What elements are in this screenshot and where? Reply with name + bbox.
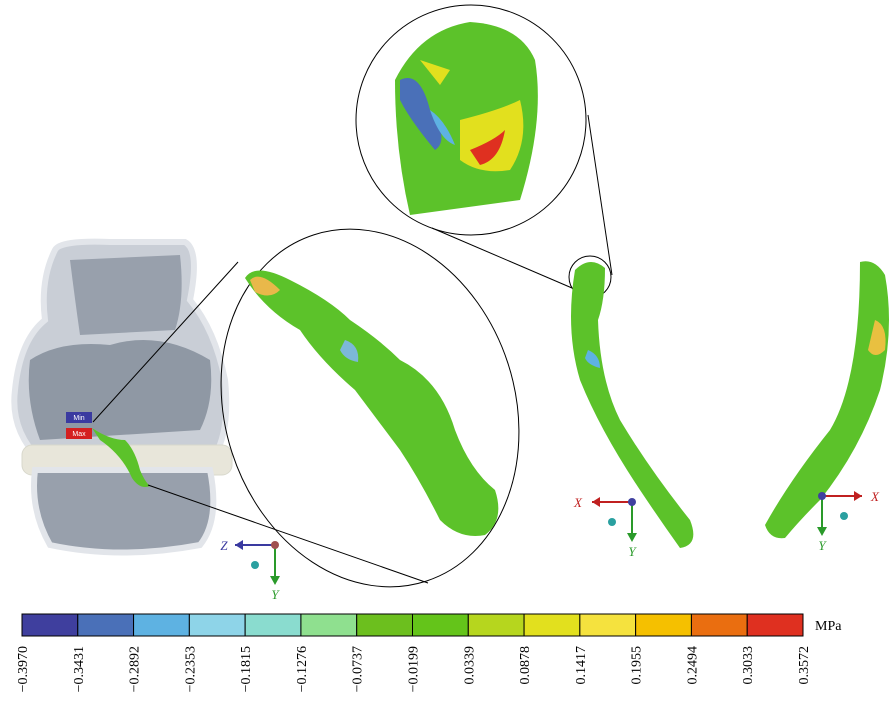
colorbar-tick-label: −0.0199: [407, 646, 422, 692]
axis-label: Y: [818, 538, 827, 553]
color-cell: [300, 613, 358, 637]
colorbar-unit: MPa: [815, 619, 842, 634]
color-cell: [133, 613, 190, 637]
stress-spot: [585, 350, 600, 368]
colorbar-tick-label: −0.1815: [239, 646, 254, 692]
color-cell: [188, 613, 246, 637]
arrow-head: [854, 491, 862, 501]
color-cell: [467, 613, 525, 637]
colorbar-tick-label: −0.1276: [295, 646, 310, 692]
colorbar-tick-label: 0.0878: [518, 646, 533, 685]
colorbar-tick-label: 0.0339: [462, 646, 477, 685]
arrow-head: [235, 540, 243, 550]
colorbar-tick-label: 0.3572: [797, 646, 812, 685]
arrow-head: [627, 533, 637, 542]
axis-label: X: [870, 489, 880, 504]
color-cell: [412, 613, 469, 637]
zoom-outlines: [92, 4, 613, 588]
color-cell: [635, 613, 692, 637]
color-cell: [746, 613, 804, 637]
meniscus-zoom: [245, 270, 499, 536]
meniscus-view-1: [571, 261, 694, 548]
color-cell: [356, 613, 414, 637]
colorbar-tick-label: −0.3970: [16, 646, 31, 692]
axis-label: Y: [628, 544, 637, 559]
origin: [628, 498, 636, 506]
colorbar-tick-label: 0.3033: [741, 646, 756, 685]
ball: [251, 561, 259, 569]
color-cell: [244, 613, 302, 637]
color-cell: [523, 613, 581, 637]
colorbar-tick-label: 0.2494: [685, 646, 700, 685]
ball: [840, 512, 848, 520]
origin: [818, 492, 826, 500]
axis-label: X: [573, 495, 583, 510]
colorbar-tick-label: 0.1417: [574, 646, 589, 685]
colorbar-tick-label: −0.2353: [183, 646, 198, 692]
colorbar-tick-label: 0.1955: [630, 646, 645, 685]
ball: [608, 518, 616, 526]
arrow-head: [270, 576, 280, 585]
axis-label: Z: [220, 538, 228, 553]
tip-zoom: [395, 22, 538, 215]
meniscus-view-2: [765, 261, 889, 539]
color-cell: [21, 613, 79, 637]
color-cell: [77, 613, 135, 637]
colorbar-tick-label: −0.3431: [72, 646, 87, 692]
knee-model: Min Max: [11, 238, 233, 556]
arrow-head: [817, 527, 827, 536]
colorbar-tick-label: −0.0737: [351, 646, 366, 692]
color-cell: [579, 613, 637, 637]
colorbar-tick-label: −0.2892: [128, 646, 143, 692]
min-label: Min: [73, 415, 84, 422]
arrow-head: [592, 497, 600, 507]
stress-spot: [868, 320, 886, 355]
color-cell: [690, 613, 748, 637]
origin: [271, 541, 279, 549]
max-label: Max: [72, 431, 86, 438]
axis-label: Y: [271, 587, 280, 602]
